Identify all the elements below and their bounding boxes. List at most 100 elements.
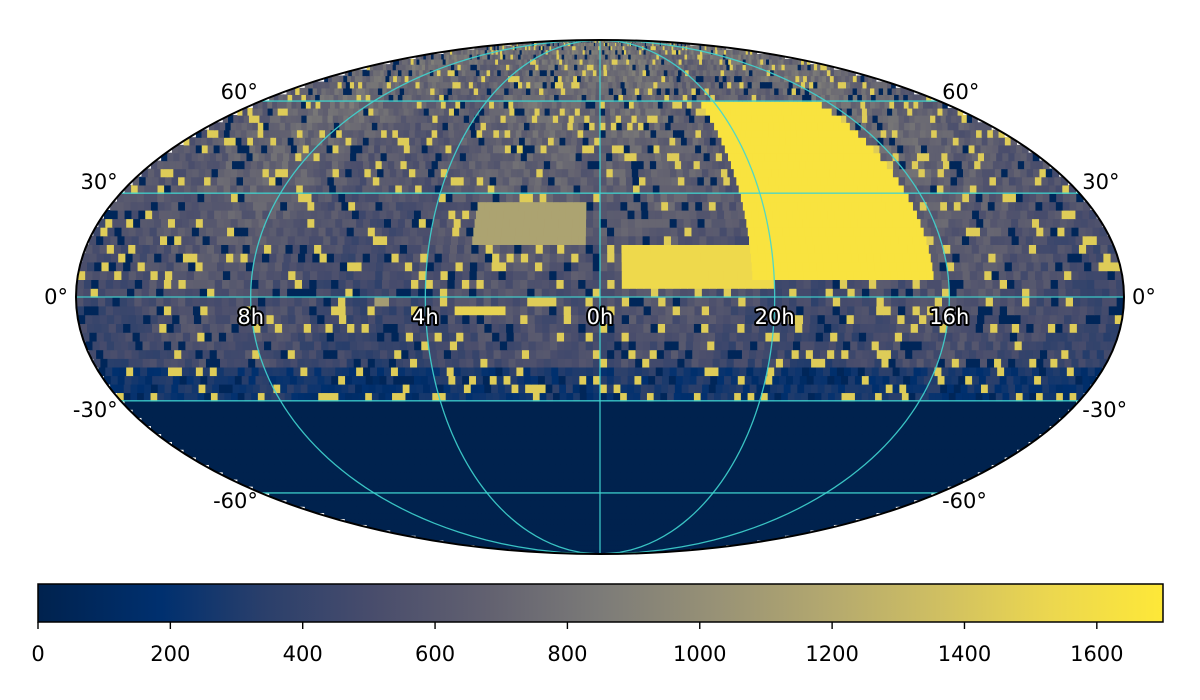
density-pixel: [557, 349, 566, 359]
density-pixel: [578, 358, 587, 368]
density-pixel: [209, 433, 217, 442]
density-pixel: [504, 417, 512, 427]
density-pixel: [267, 486, 273, 494]
density-pixel: [801, 433, 808, 442]
density-pixel: [131, 349, 140, 359]
density-pixel: [493, 506, 499, 514]
density-pixel: [186, 314, 195, 324]
density-pixel: [311, 471, 318, 480]
density-pixel: [557, 548, 560, 553]
density-pixel: [195, 449, 202, 458]
density-pixel: [835, 471, 842, 480]
density-pixel: [667, 392, 675, 402]
density-pixel: [248, 375, 257, 385]
density-pixel: [850, 506, 855, 514]
density-pixel: [633, 392, 641, 402]
density-pixel: [212, 358, 221, 368]
density-pixel: [309, 314, 318, 324]
density-pixel: [742, 441, 750, 450]
density-pixel: [445, 529, 450, 536]
density-pixel: [854, 392, 863, 402]
density-pixel: [872, 409, 880, 418]
density-pixel: [293, 449, 300, 458]
density-pixel: [628, 518, 633, 525]
density-pixel: [348, 332, 357, 342]
density-pixel: [578, 323, 587, 333]
density-pixel: [807, 433, 814, 442]
density-pixel: [495, 449, 503, 458]
density-pixel: [595, 486, 601, 494]
density-pixel: [850, 366, 859, 377]
density-pixel: [896, 323, 905, 333]
density-pixel: [389, 384, 397, 394]
density-pixel: [475, 518, 481, 525]
density-pixel: [549, 332, 558, 342]
density-pixel: [600, 358, 608, 368]
density-pixel: [802, 456, 809, 465]
density-pixel: [920, 366, 929, 377]
density-pixel: [368, 323, 377, 333]
density-pixel: [218, 449, 225, 458]
density-pixel: [222, 471, 229, 480]
density-pixel: [485, 340, 494, 351]
density-pixel: [532, 392, 541, 402]
density-pixel: [325, 499, 331, 507]
density-pixel: [310, 375, 319, 385]
density-pixel: [747, 492, 753, 501]
density-pixel: [466, 417, 474, 427]
density-pixel: [955, 366, 963, 377]
density-pixel: [696, 492, 702, 501]
density-pixel: [385, 471, 392, 480]
density-pixel: [423, 433, 430, 442]
density-pixel: [157, 392, 165, 402]
density-pixel: [491, 464, 498, 473]
density-pixel: [565, 384, 574, 394]
density-pixel: [645, 512, 651, 520]
density-pixel: [1029, 400, 1037, 410]
density-pixel: [855, 441, 863, 450]
density-pixel: [376, 524, 381, 531]
density-pixel: [739, 539, 742, 546]
density-pixel: [571, 456, 579, 465]
density-pixel: [652, 449, 659, 458]
density-pixel: [238, 349, 246, 359]
density-pixel: [527, 305, 536, 316]
density-pixel: [295, 433, 302, 442]
density-pixel: [521, 456, 528, 465]
density-pixel: [717, 375, 725, 385]
density-pixel: [535, 535, 540, 541]
density-pixel: [243, 305, 252, 316]
density-pixel: [445, 486, 452, 494]
density-pixel: [899, 384, 907, 394]
density-pixel: [490, 544, 493, 550]
density-pixel: [586, 539, 590, 546]
density-pixel: [421, 417, 429, 427]
density-pixel: [819, 441, 827, 450]
density-pixel: [305, 332, 313, 342]
density-pixel: [871, 340, 880, 351]
density-pixel: [515, 358, 524, 368]
density-pixel: [658, 409, 666, 418]
density-pixel: [538, 529, 543, 536]
density-pixel: [497, 544, 500, 550]
density-pixel: [156, 358, 165, 368]
density-pixel: [322, 471, 329, 480]
density-pixel: [584, 544, 587, 550]
density-pixel: [389, 512, 394, 520]
density-pixel: [592, 349, 601, 359]
density-pixel: [1085, 314, 1094, 324]
density-pixel: [486, 539, 490, 546]
density-pixel: [83, 305, 92, 316]
density-pixel: [677, 441, 684, 450]
density-pixel: [304, 392, 313, 402]
density-pixel: [593, 433, 601, 442]
density-pixel: [712, 358, 721, 368]
density-pixel: [487, 358, 496, 368]
density-pixel: [1026, 323, 1035, 333]
density-pixel: [712, 425, 720, 435]
density-pixel: [1055, 384, 1064, 394]
density-pixel: [531, 548, 534, 553]
density-pixel: [614, 305, 623, 316]
density-pixel: [679, 535, 683, 541]
density-pixel: [684, 535, 688, 541]
